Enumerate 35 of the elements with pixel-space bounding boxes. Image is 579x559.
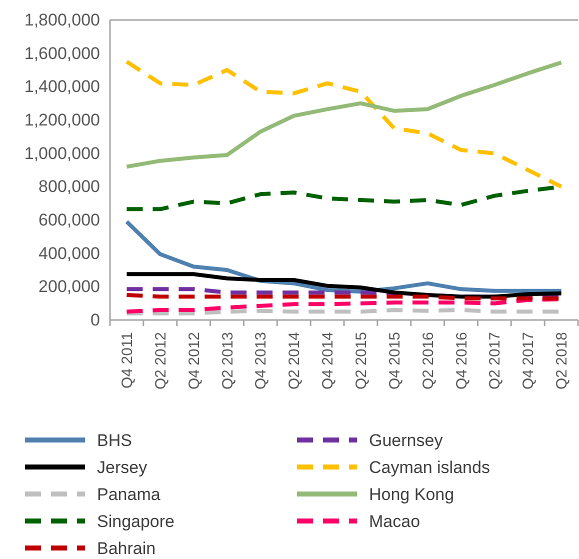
y-tick-label: 1,200,000 bbox=[24, 110, 100, 130]
legend-label: Macao bbox=[369, 512, 420, 531]
line-series bbox=[124, 60, 564, 189]
legend-label: Jersey bbox=[97, 458, 148, 477]
y-tick-label: 600,000 bbox=[38, 210, 100, 230]
x-tick-label: Q4 2013 bbox=[252, 332, 270, 390]
y-tick-label: 200,000 bbox=[38, 277, 100, 296]
x-tick-label: Q2 2016 bbox=[420, 332, 437, 390]
x-tick-label: Q2 2012 bbox=[152, 332, 170, 390]
y-tick-label: 400,000 bbox=[38, 244, 100, 263]
x-tick-label: Q2 2014 bbox=[286, 332, 304, 390]
y-tick-label: 1,800,000 bbox=[24, 10, 100, 30]
x-tick-label: Q2 2015 bbox=[352, 332, 370, 390]
x-tick-label: Q4 2017 bbox=[520, 332, 538, 390]
y-tick-label: 0 bbox=[90, 310, 100, 330]
x-tick-label: Q4 2012 bbox=[186, 332, 203, 390]
legend-label: Hong Kong bbox=[369, 484, 454, 504]
x-tick-label: Q2 2013 bbox=[219, 332, 236, 390]
x-tick-label: Q2 2017 bbox=[486, 332, 504, 390]
legend-label: Cayman islands bbox=[369, 458, 490, 477]
legend-label: Panama bbox=[97, 484, 161, 504]
line-series bbox=[124, 60, 564, 169]
x-tick-label: Q4 2014 bbox=[320, 332, 337, 390]
x-tick-label: Q4 2015 bbox=[386, 332, 404, 390]
y-tick-label: 1,000,000 bbox=[24, 144, 100, 163]
y-tick-label: 1,600,000 bbox=[24, 44, 100, 63]
legend-label: Bahrain bbox=[97, 538, 156, 558]
legend-label: Guernsey bbox=[369, 430, 444, 450]
legend-label: Singapore bbox=[97, 512, 175, 531]
y-tick-label: 1,400,000 bbox=[24, 77, 100, 96]
y-tick-label: 800,000 bbox=[38, 177, 100, 196]
x-tick-label: Q4 2016 bbox=[453, 332, 470, 390]
x-tick-label: Q4 2011 bbox=[118, 332, 136, 388]
x-tick-label: Q2 2018 bbox=[554, 332, 571, 390]
legend-label: BHS bbox=[97, 430, 132, 450]
